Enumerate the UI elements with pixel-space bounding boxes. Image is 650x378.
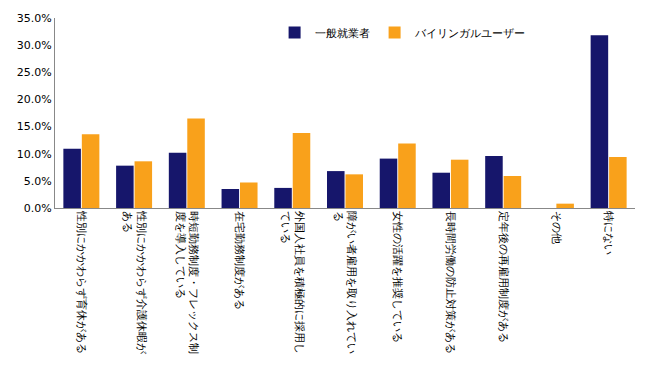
svg-text:定年後の再雇用制度がある: 定年後の再雇用制度がある xyxy=(498,211,510,343)
svg-text:時短勤務制度・フレックス制度を導入している: 時短勤務制度・フレックス制度を導入している xyxy=(175,211,201,354)
svg-text:一般就業者: 一般就業者 xyxy=(315,27,370,40)
svg-text:障がい者雇用を取り入れている: 障がい者雇用を取り入れている xyxy=(333,211,359,354)
svg-text:長時間労働の防止対策がある: 長時間労働の防止対策がある xyxy=(445,211,457,354)
svg-text:10.0%: 10.0% xyxy=(17,148,52,161)
svg-text:バイリンガルユーザー: バイリンガルユーザー xyxy=(414,27,525,40)
svg-text:5.0%: 5.0% xyxy=(24,175,52,188)
svg-text:特にない: 特にない xyxy=(603,211,615,255)
svg-text:在宅勤務制度がある: 在宅勤務制度がある xyxy=(234,211,246,310)
svg-text:20.0%: 20.0% xyxy=(17,93,52,106)
svg-text:30.0%: 30.0% xyxy=(17,39,52,52)
svg-text:その他: その他 xyxy=(550,211,562,244)
svg-text:性別にかかわらず育休がある: 性別にかかわらず育休がある xyxy=(75,210,88,354)
svg-text:15.0%: 15.0% xyxy=(17,120,52,133)
svg-text:性別にかかわらず介護休暇がある: 性別にかかわらず介護休暇がある xyxy=(122,210,148,355)
svg-text:25.0%: 25.0% xyxy=(17,66,52,79)
svg-text:0.0%: 0.0% xyxy=(24,202,52,215)
svg-text:35.0%: 35.0% xyxy=(17,12,52,25)
svg-text:外国人社員を積極的に採用している: 外国人社員を積極的に採用している xyxy=(280,211,306,354)
svg-text:女性の活躍を推奨している: 女性の活躍を推奨している xyxy=(392,211,404,343)
